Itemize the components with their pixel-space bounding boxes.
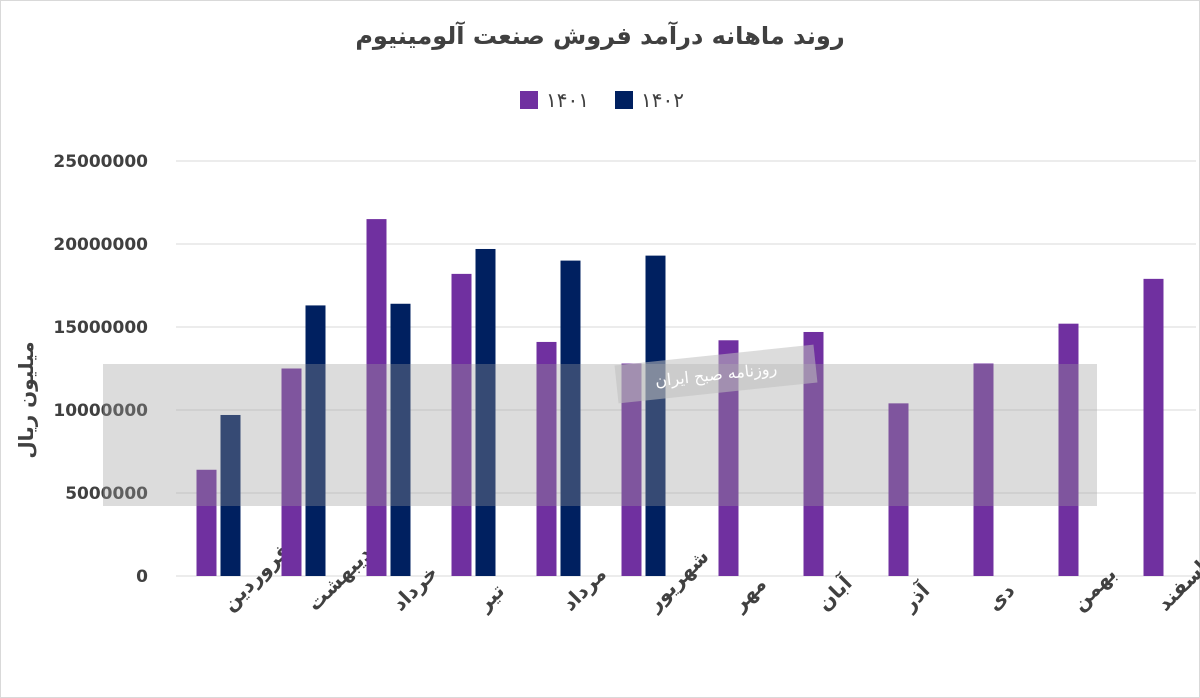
y-tick-label: 25000000 — [53, 152, 148, 172]
bar-1401 — [451, 273, 472, 576]
bar-1401 — [888, 403, 909, 576]
y-tick-label: 5000000 — [65, 484, 148, 504]
bar-1402 — [645, 255, 666, 576]
bar-1402 — [390, 303, 411, 576]
y-tick-label: 15000000 — [53, 318, 148, 338]
legend-item-1401: ۱۴۰۱ — [520, 88, 589, 112]
watermark-box — [614, 344, 818, 404]
bar-1402 — [475, 248, 496, 577]
y-tick-label: 10000000 — [53, 401, 148, 421]
bar-1401 — [621, 363, 642, 576]
chart-title: روند ماهانه درآمد فروش صنعت آلومینیوم — [355, 22, 845, 50]
bar-1401 — [803, 331, 824, 576]
bar-1402 — [220, 414, 241, 576]
x-tick-label: آذر — [896, 577, 935, 616]
bar-1402 — [560, 260, 581, 576]
legend-label-1401: ۱۴۰۱ — [546, 88, 589, 112]
x-tick-label: مهر — [726, 572, 771, 617]
bar-1401 — [536, 341, 557, 576]
y-tick-label: 0 — [136, 567, 148, 587]
bar-1401 — [973, 363, 994, 576]
legend-item-1402: ۱۴۰۲ — [614, 88, 684, 112]
bar-1401 — [718, 340, 739, 576]
legend-swatch-1401 — [520, 91, 538, 109]
bar-1401 — [196, 469, 217, 576]
legend-label-1402: ۱۴۰۲ — [640, 88, 684, 112]
bar-1401 — [1143, 278, 1164, 576]
legend-swatch-1402 — [614, 91, 633, 109]
bar-1401 — [1058, 323, 1079, 576]
watermark-band — [103, 364, 1097, 506]
bar-1401 — [281, 368, 302, 576]
bar-1401 — [366, 219, 387, 576]
legend: ۱۴۰۱ ۱۴۰۲ — [520, 88, 684, 112]
y-tick-label: 20000000 — [53, 235, 148, 255]
bar-1402 — [305, 305, 326, 576]
x-tick-label: تیر — [471, 579, 509, 617]
x-tick-label: دی — [982, 578, 1019, 615]
